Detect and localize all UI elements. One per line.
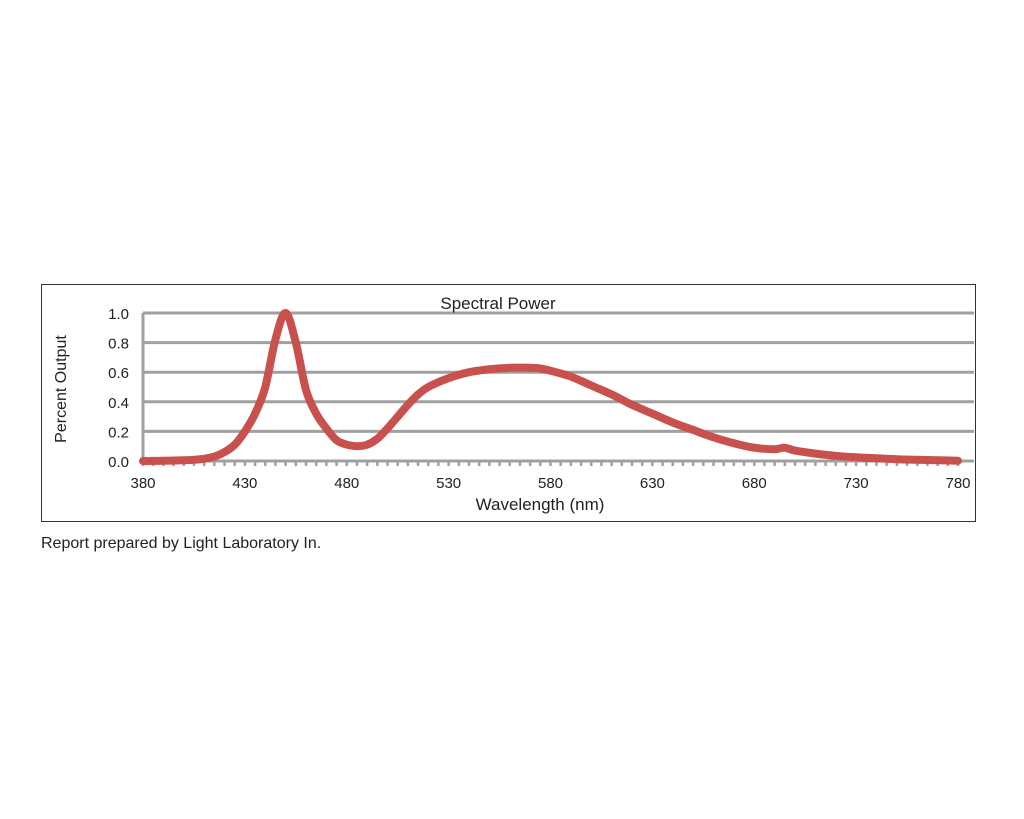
x-tick-label: 430 <box>232 475 257 492</box>
y-tick-label: 1.0 <box>108 306 129 323</box>
y-tick-label: 0.8 <box>108 336 129 353</box>
x-tick-label: 480 <box>334 475 359 492</box>
y-tick-label: 0.0 <box>108 454 129 471</box>
x-tick-label: 380 <box>130 475 155 492</box>
x-tick-labels: 380 430 480 530 580 630 680 730 780 <box>130 475 970 492</box>
spectral-power-line <box>139 309 962 465</box>
x-tick-label: 630 <box>640 475 665 492</box>
x-tick-marks <box>141 461 960 466</box>
y-tick-label: 0.2 <box>108 424 129 441</box>
x-tick-label: 730 <box>844 475 869 492</box>
x-tick-label: 580 <box>538 475 563 492</box>
y-tick-labels: 0.0 0.2 0.4 0.6 0.8 1.0 <box>108 306 129 471</box>
x-tick-label: 530 <box>436 475 461 492</box>
x-tick-label: 680 <box>742 475 767 492</box>
chart-frame: 0.0 0.2 0.4 0.6 0.8 1.0 380 430 480 530 580 630 680… <box>41 284 976 522</box>
y-axis-label: Percent Output <box>53 335 70 443</box>
chart-title: Spectral Power <box>440 294 556 313</box>
y-tick-label: 0.4 <box>108 395 129 412</box>
x-axis-label: Wavelength (nm) <box>476 495 605 514</box>
report-caption: Report prepared by Light Laboratory In. <box>41 535 322 552</box>
x-tick-label: 780 <box>945 475 970 492</box>
y-tick-label: 0.6 <box>108 365 129 382</box>
spectral-power-chart: 0.0 0.2 0.4 0.6 0.8 1.0 380 430 480 530 580 630 680… <box>53 294 974 514</box>
